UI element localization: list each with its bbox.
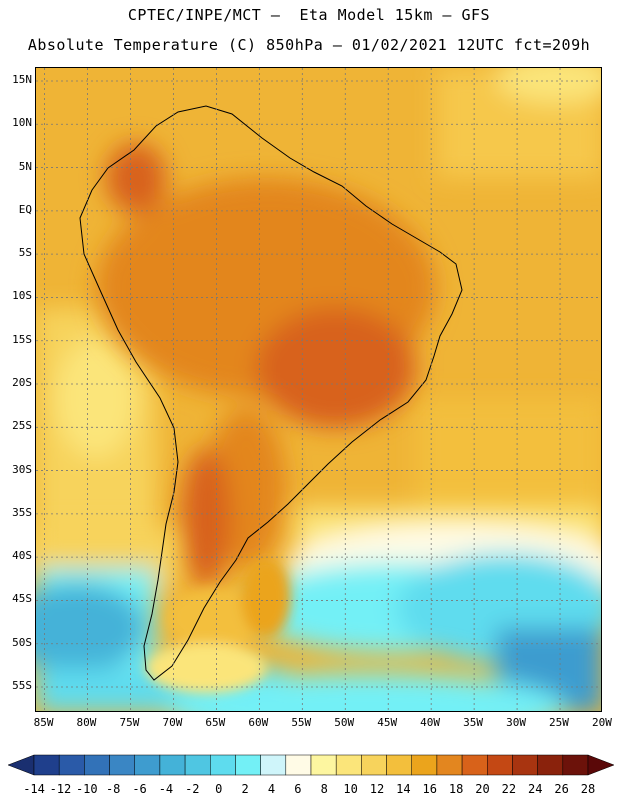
colorbar-tick-label: -6 <box>132 782 147 796</box>
colorbar-right-arrow <box>587 754 615 776</box>
colorbar-cell <box>260 754 287 776</box>
chart-title: CPTEC/INPE/MCT – Eta Model 15km – GFS <box>127 6 491 24</box>
lon-tick-label: 75W <box>119 716 140 729</box>
temperature-field-land <box>96 143 436 588</box>
colorbar-tick-label: 16 <box>422 782 437 796</box>
lon-tick-label: 65W <box>205 716 226 729</box>
colorbar-tick-label: 0 <box>215 782 223 796</box>
colorbar-tick-label: 24 <box>528 782 543 796</box>
lon-tick-label: 40W <box>420 716 441 729</box>
colorbar-cell <box>461 754 488 776</box>
colorbar-tick-label: -10 <box>75 782 98 796</box>
chart-subtitle: Absolute Temperature (C) 850hPa – 01/02/… <box>27 36 591 54</box>
colorbar-cell <box>512 754 538 776</box>
colorbar-tick-label: 20 <box>475 782 490 796</box>
colorbar-left-arrow <box>7 754 35 776</box>
lon-tick-label: 85W <box>33 716 54 729</box>
lon-tick-label: 50W <box>334 716 355 729</box>
lat-tick-label: 30S <box>12 462 32 476</box>
lon-tick-label: 70W <box>162 716 183 729</box>
colorbar-tick-label: 6 <box>294 782 302 796</box>
lon-tick-label: 20W <box>592 716 612 729</box>
colorbar-tick-label: 26 <box>554 782 569 796</box>
colorbar-cell <box>436 754 463 776</box>
colorbar-cell <box>84 754 110 776</box>
colorbar-cell <box>487 754 513 776</box>
lat-tick-label: 10N <box>12 116 32 130</box>
lat-tick-label: 15S <box>12 332 32 346</box>
lon-tick-label: 45W <box>377 716 398 729</box>
colorbar-tick-label: -14 <box>23 782 45 796</box>
colorbar-tick-label: 10 <box>343 782 358 796</box>
colorbar-cell <box>184 754 211 776</box>
colorbar-cell <box>159 754 186 776</box>
lon-tick-label: 80W <box>76 716 97 729</box>
temperature-field-south <box>36 508 601 711</box>
colorbar-tick-label: 14 <box>396 782 411 796</box>
lat-tick-label: 45S <box>12 592 32 606</box>
colorbar-cell <box>537 754 564 776</box>
colorbar-cell <box>285 754 312 776</box>
colorbar-cell <box>335 754 362 776</box>
colorbar-tick-label: 8 <box>320 782 328 796</box>
colorbar-cell <box>109 754 135 776</box>
lon-tick-label: 55W <box>291 716 312 729</box>
lat-tick-label: 40S <box>12 549 32 563</box>
colorbar-tick-label: 18 <box>448 782 464 796</box>
colorbar-cell <box>386 754 412 776</box>
colorbar-cell <box>58 754 85 776</box>
temperature-map <box>35 67 602 712</box>
continent-outline <box>79 105 463 681</box>
lon-tick-label: 60W <box>248 716 269 729</box>
colorbar-cell <box>310 754 337 776</box>
colorbar-tick-label: -4 <box>158 782 174 796</box>
lat-tick-label: 10S <box>12 289 32 303</box>
lat-tick-label: 25S <box>12 419 32 433</box>
lon-tick-label: 25W <box>549 716 569 729</box>
lat-tick-label: 35S <box>12 505 32 519</box>
colorbar-cell <box>33 754 60 776</box>
colorbar-tick-label: -2 <box>185 782 200 796</box>
lat-tick-label: 50S <box>12 635 32 649</box>
colorbar-cell <box>361 754 387 776</box>
colorbar-tick-label: 12 <box>369 782 385 796</box>
colorbar-cell <box>562 754 589 776</box>
colorbar-tick-label: 4 <box>267 782 276 796</box>
lon-tick-label: 35W <box>463 716 483 729</box>
colorbar-tick-label: -8 <box>105 782 121 796</box>
colorbar-cell <box>210 754 236 776</box>
lat-tick-label: EQ <box>18 202 32 216</box>
lon-tick-label: 30W <box>506 716 526 729</box>
colorbar-cell <box>134 754 161 776</box>
lat-tick-label: 55S <box>12 679 32 693</box>
lat-tick-label: 5N <box>18 159 32 173</box>
colorbar-tick-label: -12 <box>49 782 72 796</box>
lat-tick-label: 5S <box>18 246 32 260</box>
colorbar-tick-label: 22 <box>501 782 517 796</box>
colorbar-cell <box>411 754 438 776</box>
lat-tick-label: 15N <box>12 72 32 86</box>
colorbar-tick-label: 28 <box>580 782 596 796</box>
lat-tick-label: 20S <box>12 376 32 389</box>
colorbar <box>7 754 615 776</box>
colorbar-cell <box>235 754 261 776</box>
colorbar-tick-label: 2 <box>241 782 249 796</box>
